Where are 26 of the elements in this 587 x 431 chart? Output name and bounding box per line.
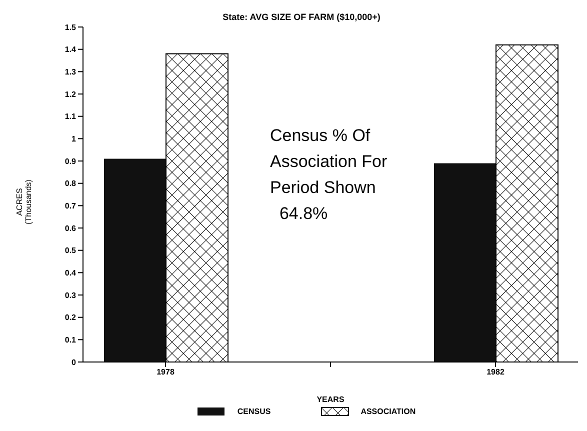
y-tick-label: 0.8: [64, 179, 77, 188]
y-tick-label: 1.4: [64, 45, 77, 54]
annotation: Census % Of Association For Period Shown 64.8%: [270, 126, 388, 223]
chart-title: State: AVG SIZE OF FARM ($10,000+): [222, 12, 382, 22]
x-tick-label: 1978: [156, 368, 175, 377]
y-tick-label: 0.5: [64, 246, 77, 256]
y-tick-label: 1.2: [64, 90, 77, 99]
legend-label: CENSUS: [237, 406, 271, 416]
bar: [434, 163, 496, 362]
y-axis-title: ACRES (Thousands): [15, 179, 33, 224]
bar: [104, 158, 166, 362]
y-tick-label: 0: [72, 358, 77, 367]
y-tick-label: 0.2: [64, 313, 77, 322]
y-tick-label: 1.1: [64, 112, 77, 122]
y-tick-label: 0.3: [64, 290, 77, 300]
y-tick-label: 0.1: [64, 336, 77, 345]
y-tick-label: 0.4: [64, 268, 77, 278]
legend-label: ASSOCIATION: [360, 406, 416, 416]
y-tick-label: 1: [72, 134, 77, 144]
x-tick-label: 1982: [486, 368, 505, 377]
y-tick-label: 1.5: [64, 22, 77, 32]
y-tick-label: 1.3: [64, 68, 77, 77]
y-tick-label: 0.9: [64, 156, 77, 166]
y-tick-label: 0.6: [64, 224, 77, 233]
x-axis-title: YEARS: [316, 395, 345, 404]
y-tick-label: 0.7: [64, 202, 77, 211]
